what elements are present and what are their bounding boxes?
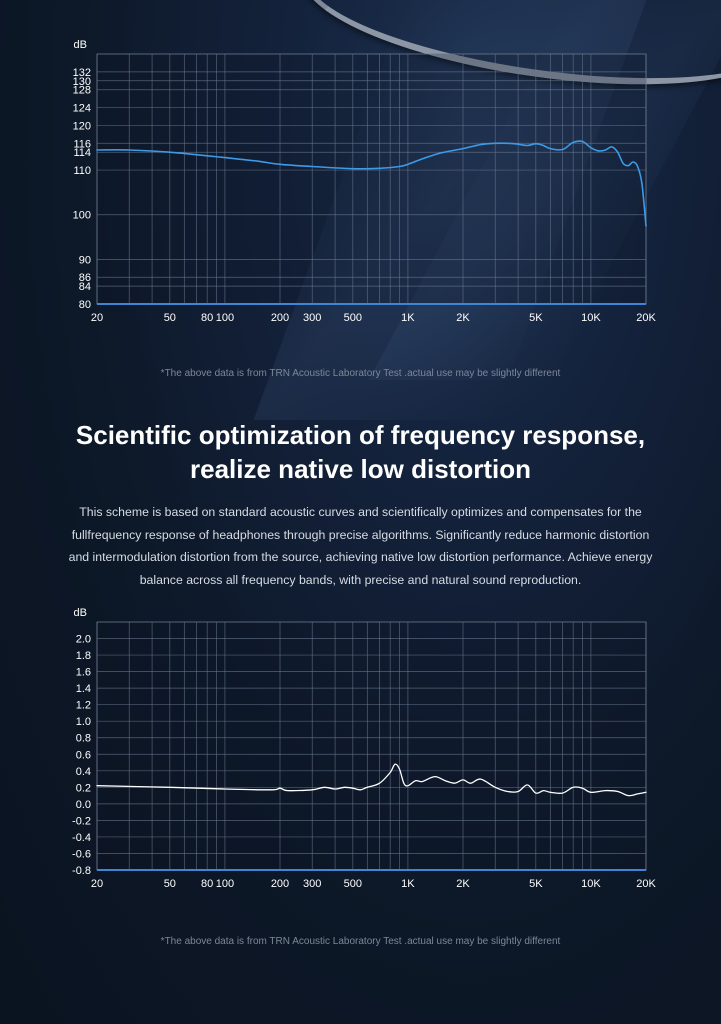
x-tick-label: 2K [456,878,470,890]
y-tick-label: 2.0 [76,634,91,646]
y-tick-label: 1.0 [76,716,91,728]
x-tick-label: 300 [303,312,321,324]
chart-footnote: *The above data is from TRN Acoustic Lab… [160,936,561,947]
y-tick-label: 100 [73,210,91,222]
description-line: balance across all frequency bands, with… [139,572,582,587]
y-tick-label: 120 [73,120,91,132]
x-tick-label: 500 [344,878,362,890]
y-tick-label: -0.2 [72,815,91,827]
y-tick-label: -0.8 [72,865,91,877]
frequency-response-chart: 80 84 86 90 100 110 114 116 120 124 128 130 132 20 50 8… [0,30,721,330]
description-line: This scheme is based on standard acousti… [79,505,642,519]
y-tick-label: 0.2 [76,782,91,794]
headline-line-1: Scientific optimization of frequency res… [75,420,646,450]
x-tick-label: 1K [401,878,415,890]
y-tick-label: 132 [73,67,91,79]
distortion-chart: -0.8 -0.6 -0.4 -0.2 0.0 0.2 0.4 0.6 0.8 1.0 1.2 1.4… [0,598,721,898]
y-tick-label: 130 [73,76,91,88]
section-headline: Scientific optimization of frequency res… [20,418,701,486]
y-tick-label: 0.8 [76,733,91,745]
y-tick-label: 116 [73,138,91,150]
x-tick-label: 80 [201,878,213,890]
x-tick-label: 20K [636,312,656,324]
y-tick-label: 1.6 [76,667,91,679]
y-tick-label: 1.4 [76,683,91,695]
y-tick-label: 124 [73,103,91,115]
x-tick-label: 2K [456,312,470,324]
y-axis-label: dB [74,607,87,619]
x-tick-label: 5K [529,878,543,890]
series-line [96,140,647,227]
x-tick-label: 200 [271,878,289,890]
x-tick-label: 50 [164,312,176,324]
x-tick-label: 500 [344,312,362,324]
series-line [96,763,647,797]
y-tick-label: 1.8 [76,650,91,662]
section-description: This scheme is based on standard acousti… [48,501,673,591]
description-line: fullfrequency response of headphones thr… [71,527,650,542]
chart-footnote: *The above data is from TRN Acoustic Lab… [160,368,561,379]
y-tick-label: 80 [79,299,91,311]
y-tick-label: 110 [73,165,91,177]
x-tick-label: 300 [303,878,321,890]
y-tick-label: 90 [79,254,91,266]
x-tick-label: 50 [164,878,176,890]
x-tick-label: 100 [216,312,234,324]
x-tick-label: 10K [581,312,601,324]
plot-frame [96,621,647,871]
description-line: and intermodulation distortion from the … [68,550,653,564]
x-tick-label: 20 [91,312,103,324]
x-tick-label: 5K [529,312,543,324]
y-tick-label: 0.4 [76,766,91,778]
x-tick-label: 200 [271,312,289,324]
x-tick-label: 1K [401,312,415,324]
headline-line-2: realize native low distortion [190,454,531,484]
y-tick-label: -0.6 [72,848,91,860]
y-axis-label: dB [74,39,87,51]
y-tick-label: 114 [73,147,91,159]
y-tick-label: 128 [73,85,91,97]
y-tick-label: 0.0 [76,799,91,811]
distortion-chart-svg: -0.8 -0.6 -0.4 -0.2 0.0 0.2 0.4 0.6 0.8 1.0 1.2 1.4… [72,607,656,890]
x-tick-label: 20 [91,878,103,890]
plot-frame [96,53,647,305]
x-tick-label: 20K [636,878,656,890]
y-tick-label: 84 [79,281,91,293]
x-tick-label: 100 [216,878,234,890]
x-tick-label: 80 [201,312,213,324]
x-tick-label: 10K [581,878,601,890]
y-tick-label: -0.4 [72,832,91,844]
y-tick-label: 1.2 [76,700,91,712]
y-tick-label: 86 [79,272,91,284]
y-tick-label: 0.6 [76,749,91,761]
